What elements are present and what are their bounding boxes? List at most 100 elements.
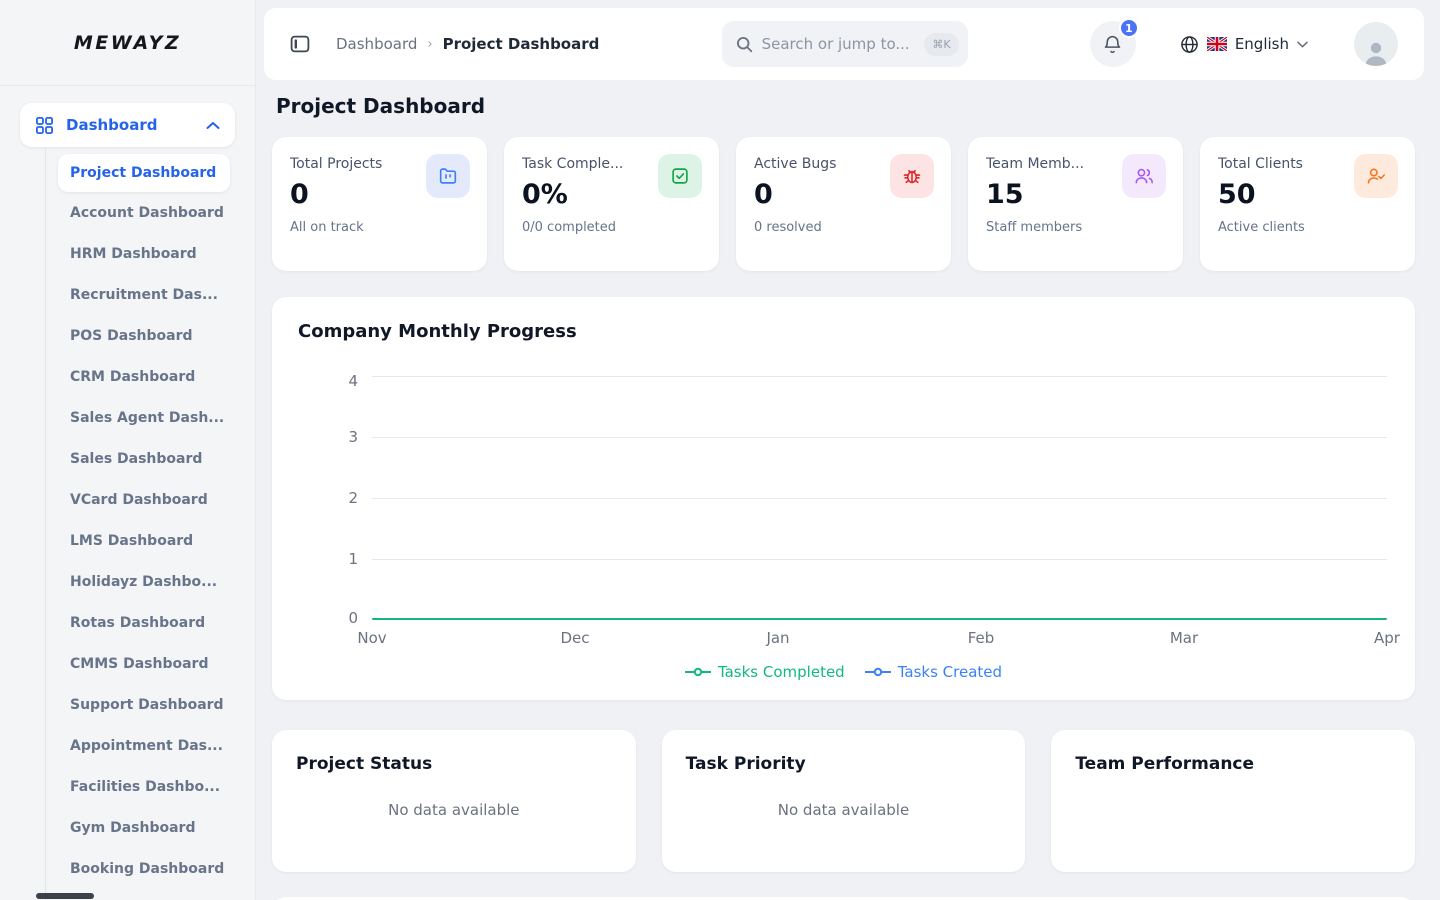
search-shortcut-badge: ⌘K [924,32,959,56]
breadcrumb-separator: › [427,36,433,52]
stat-value: 15 [986,179,1024,210]
search-input[interactable] [761,35,916,53]
monthly-progress-chart-card: Company Monthly Progress 4 3 2 1 0 Nov Dec Jan… [272,297,1415,700]
x-axis-tick: Apr [1374,629,1400,647]
sidebar-item[interactable]: Recruitment Das... [58,274,230,315]
sidebar-item-label: Facilities Dashbo... [70,778,221,795]
panel-empty-text: No data available [777,801,910,819]
legend-line-marker-icon [684,667,711,677]
users-icon [1122,154,1166,198]
sidebar-item[interactable]: POS Dashboard [58,315,230,356]
sidebar: MEWAYZ Dashboard Project Dashboard Ac [0,0,256,900]
sidebar-item[interactable]: Appointment Das... [58,725,230,766]
panel-card: Task Priority No data available [661,730,1026,872]
gridline [372,559,1387,560]
search-icon [736,36,753,53]
sidebar-scrollbar-thumb[interactable] [36,893,94,899]
sidebar-item-label: Sales Agent Dash... [70,409,225,426]
search-box[interactable]: ⌘K [721,21,968,67]
sidebar-active-item-label: Project Dashboard [70,165,217,181]
stat-card-task-completion: Task Comple... 0% 0/0 completed [504,137,719,271]
chart-title: Company Monthly Progress [298,321,577,342]
sidebar-item[interactable]: Booking Dashboard [58,848,230,889]
panel-card: Project Status No data available [272,730,636,872]
sidebar-item[interactable]: Sales Agent Dash... [58,397,230,438]
sidebar-item[interactable]: Support Dashboard [58,684,230,725]
stat-card-team-members: Team Memb... 15 Staff members [968,137,1183,271]
sidebar-toggle-button[interactable] [290,34,310,54]
stat-card-total-clients: Total Clients 50 Active clients [1200,137,1415,271]
gridline [372,498,1387,499]
panel-card: Team Performance [1051,730,1415,872]
content: Project Dashboard Total Projects 0 All o… [264,80,1424,900]
sidebar-item[interactable]: LMS Dashboard [58,520,230,561]
sidebar-item[interactable]: CRM Dashboard [58,356,230,397]
sidebar-item-label: Sales Dashboard [70,450,203,467]
header-actions: 1 [1089,18,1398,67]
sidebar-item[interactable]: CMMS Dashboard [58,643,230,684]
breadcrumb-current: Project Dashboard [442,35,600,53]
sidebar-item[interactable]: HRM Dashboard [58,233,230,274]
person-icon [1365,42,1387,66]
page-title: Project Dashboard [276,94,486,118]
sidebar-item-label: Booking Dashboard [70,860,225,877]
x-axis-tick: Jan [766,629,790,647]
legend-label: Tasks Completed [717,663,845,681]
stat-subtitle: 0 resolved [754,220,822,235]
user-check-icon [1354,154,1398,198]
panel-title: Team Performance [1075,754,1255,774]
breadcrumb-parent[interactable]: Dashboard [336,35,418,53]
bell-icon [1105,35,1121,53]
square-check-icon [658,154,702,198]
chart-legend: Tasks Completed Tasks Created [298,660,1389,684]
stat-subtitle: Active clients [1218,220,1305,235]
sidebar-item-label: Recruitment Das... [70,286,218,303]
next-card-partial [272,897,1415,900]
sidebar-item[interactable]: Holidayz Dashbo... [58,561,230,602]
stat-card-active-bugs: Active Bugs 0 0 resolved [736,137,951,271]
user-avatar[interactable] [1353,22,1398,66]
legend-item[interactable]: Tasks Completed [684,663,845,681]
sidebar-subnav: Project Dashboard Account Dashboard HRM … [45,147,255,900]
main-area: Dashboard › Project Dashboard ⌘K 1 [256,0,1440,900]
notifications-button[interactable]: 1 [1089,18,1139,67]
grid-icon [35,116,54,135]
stat-card-total-projects: Total Projects 0 All on track [272,137,487,271]
gridline [372,437,1387,438]
panel-empty-text: No data available [388,801,520,819]
chart-plot-area: 4 3 2 1 0 [348,372,1387,627]
sidebar-item[interactable]: Account Dashboard [58,192,230,233]
sidebar-item[interactable]: Rotas Dashboard [58,602,230,643]
x-axis-tick: Nov [357,629,387,647]
sidebar-item-label: Support Dashboard [70,696,224,713]
app-logo: MEWAYZ [73,31,182,54]
stat-title: Active Bugs [754,156,837,172]
stat-title: Total Projects [290,156,383,172]
sidebar-item[interactable]: VCard Dashboard [58,479,230,520]
sidebar-item[interactable]: Gym Dashboard [58,807,230,848]
sidebar-section-label: Dashboard [66,116,158,134]
sidebar-section-dashboard[interactable]: Dashboard [20,103,235,147]
panel-title: Task Priority [685,754,806,774]
sidebar-item[interactable]: Sales Dashboard [58,438,230,479]
top-bar: Dashboard › Project Dashboard ⌘K 1 [264,8,1424,80]
language-selector[interactable]: English [1180,35,1308,54]
sidebar-item-project-dashboard[interactable]: Project Dashboard [58,154,230,192]
folder-kanban-icon [426,154,470,198]
stat-subtitle: Staff members [986,220,1083,235]
legend-item[interactable]: Tasks Created [864,663,1002,681]
language-label: English [1234,35,1289,53]
notification-count-badge: 1 [1118,18,1139,38]
sidebar-item-label: Gym Dashboard [70,819,196,836]
sidebar-item-label: HRM Dashboard [70,245,197,262]
sidebar-item-label: POS Dashboard [70,327,193,344]
stat-title: Task Comple... [522,156,624,172]
sidebar-item-label: Appointment Das... [70,737,223,754]
chevron-down-icon [1297,41,1308,48]
sidebar-item[interactable]: Facilities Dashbo... [58,766,230,807]
sidebar-item-label: CRM Dashboard [70,368,196,385]
panel-title: Project Status [296,754,433,774]
stat-value: 0% [522,179,568,210]
tasks-completed-line [372,618,1387,620]
bottom-panels-row: Project Status No data available Task Pr… [272,730,1415,872]
